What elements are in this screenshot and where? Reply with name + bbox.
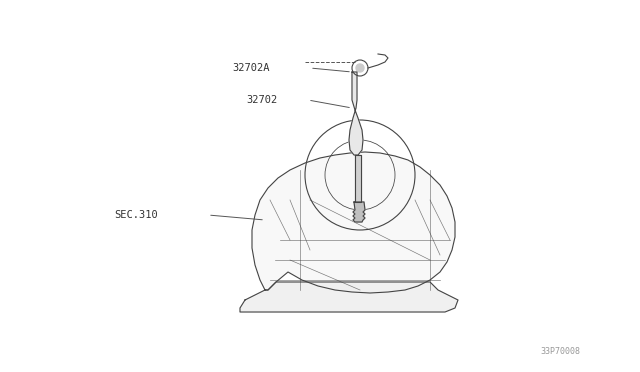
Polygon shape xyxy=(252,152,455,293)
Text: 32702: 32702 xyxy=(247,95,278,105)
Polygon shape xyxy=(353,202,365,222)
Circle shape xyxy=(356,64,364,72)
Text: 33P70008: 33P70008 xyxy=(540,347,580,356)
Text: 32702A: 32702A xyxy=(232,63,270,73)
Text: SEC.310: SEC.310 xyxy=(115,210,158,220)
Polygon shape xyxy=(349,72,363,155)
Polygon shape xyxy=(240,282,458,312)
Polygon shape xyxy=(355,155,361,202)
